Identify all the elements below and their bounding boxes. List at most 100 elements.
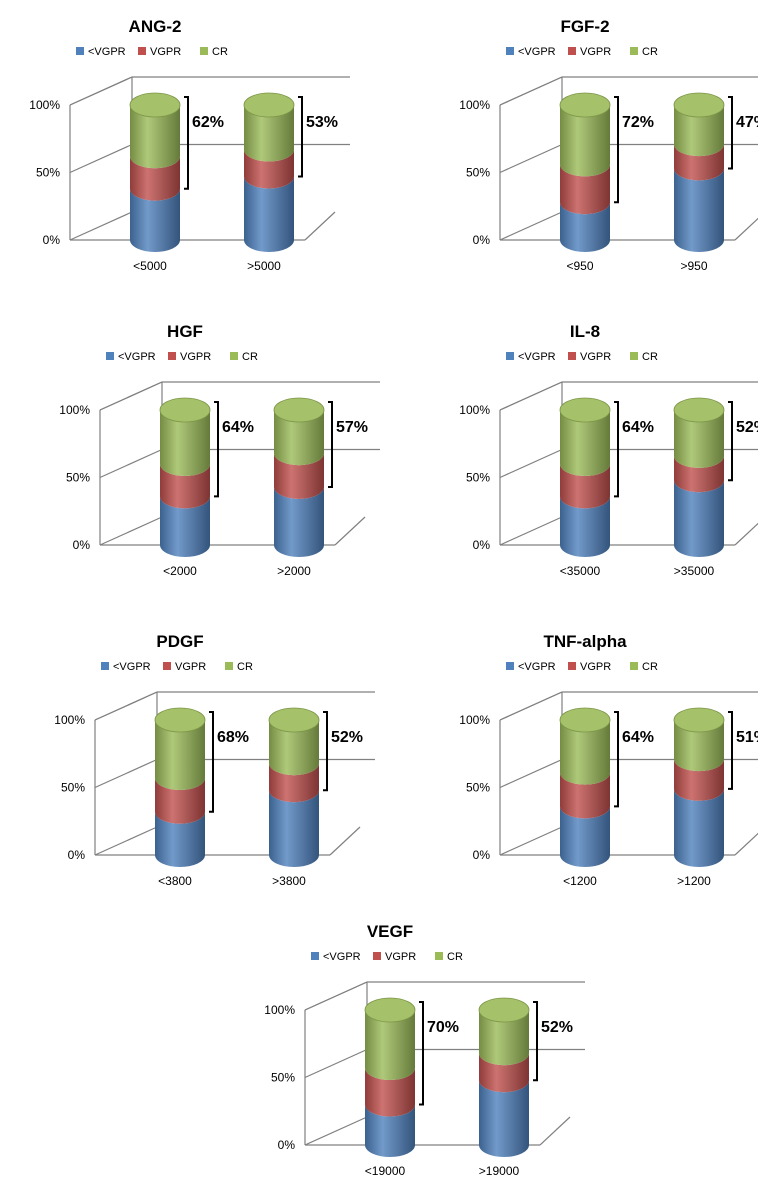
bar-segment [674,788,724,867]
x-tick-label: >950 [680,259,707,273]
gridline-side [99,381,163,411]
bar-segment [130,156,180,201]
bar-segment [365,1068,415,1117]
annotation-label: 51% [736,729,758,746]
legend-label: <VGPR [118,351,156,363]
x-tick-label: <19000 [365,1164,406,1178]
bar-segment [674,105,724,157]
bar-top-cap [364,997,416,1023]
chart-legend: <VGPR VGPR CR [101,661,253,673]
legend-swatch [373,952,381,960]
bar-top-cap [129,92,181,118]
legend-label: CR [642,661,658,673]
y-tick-label: 0% [473,538,491,552]
gridline-side [499,381,563,411]
legend-swatch [168,352,176,360]
legend-swatch [225,662,233,670]
x-tick-label: <35000 [560,564,601,578]
legend-label: CR [212,46,228,58]
gridline-side [499,143,563,174]
floor-right-edge [734,522,758,546]
bar-segment [674,720,724,772]
y-tick-label: 0% [473,848,491,862]
bar-top-cap [559,707,611,733]
y-tick-label: 50% [36,166,60,180]
legend-label: CR [642,46,658,58]
legend-label: CR [447,951,463,963]
annotation-label: 52% [736,419,758,436]
chart-legend: <VGPR VGPR CR [506,351,658,363]
bar-segment [674,144,724,181]
bar-segment [274,410,324,466]
bar-segment [269,790,319,867]
chart-panel: TNF-alpha <VGPR VGPR CR 0% 50% 100% <1200 64% >12… [459,632,758,888]
y-tick-label: 100% [59,403,90,417]
gridline-side [499,691,563,721]
x-tick-label: <5000 [133,259,167,273]
y-tick-label: 50% [466,471,490,485]
gridline-side [94,691,158,721]
y-tick-label: 0% [473,233,491,247]
annotation-label: 64% [622,419,654,436]
bar-segment [674,168,724,252]
legend-swatch [506,662,514,670]
gridline-side [304,1048,368,1079]
legend-swatch [435,952,443,960]
x-tick-label: >3800 [272,874,306,888]
chart-legend: <VGPR VGPR CR [76,46,228,58]
y-tick-label: 50% [61,781,85,795]
legend-label: <VGPR [113,661,151,673]
legend-label: <VGPR [518,661,556,673]
chart-title: PDGF [156,632,203,651]
annotation-bracket [419,1001,424,1106]
chart-legend: <VGPR VGPR CR [506,661,658,673]
bar-top-cap [243,92,295,118]
annotation-label: 52% [541,1019,573,1036]
gridline-side [99,448,163,479]
floor-right-edge [304,211,336,241]
legend-swatch [630,47,638,55]
floor-left-edge [304,1116,368,1146]
bar-segment [155,778,205,824]
legend-swatch [506,352,514,360]
annotation-bracket [323,711,328,792]
annotation-bracket [614,401,619,498]
x-tick-label: >35000 [674,564,715,578]
annotation-label: 64% [622,729,654,746]
floor-right-edge [734,217,758,241]
x-tick-label: <3800 [158,874,192,888]
legend-label: VGPR [580,661,611,673]
gridline-side [499,76,563,106]
annotation-bracket [184,96,189,190]
legend-swatch [106,352,114,360]
legend-label: VGPR [150,46,181,58]
bar-segment [479,1053,529,1093]
y-tick-label: 0% [68,848,86,862]
bar-segment [560,202,610,252]
bar-segment [479,1080,529,1157]
y-tick-label: 100% [459,403,490,417]
bar-segment [560,772,610,819]
bar-segment [674,410,724,468]
annotation-label: 62% [192,114,224,131]
bar-segment [674,480,724,557]
bar-segment [674,455,724,493]
legend-swatch [630,662,638,670]
y-tick-label: 100% [459,98,490,112]
chart-title: HGF [167,322,203,341]
legend-label: CR [642,351,658,363]
bar-top-cap [673,707,725,733]
chart-title: VEGF [367,922,413,941]
floor-right-edge [734,832,758,856]
bar-segment [269,720,319,776]
chart-title: ANG-2 [129,17,182,36]
bar-segment [560,720,610,785]
floor-left-edge [69,211,133,241]
bar-top-cap [673,92,725,118]
legend-label: <VGPR [88,46,126,58]
y-tick-label: 0% [278,1138,296,1152]
legend-label: <VGPR [323,951,361,963]
x-tick-label: >2000 [277,564,311,578]
annotation-label: 57% [336,419,368,436]
chart-title: IL-8 [570,322,600,341]
